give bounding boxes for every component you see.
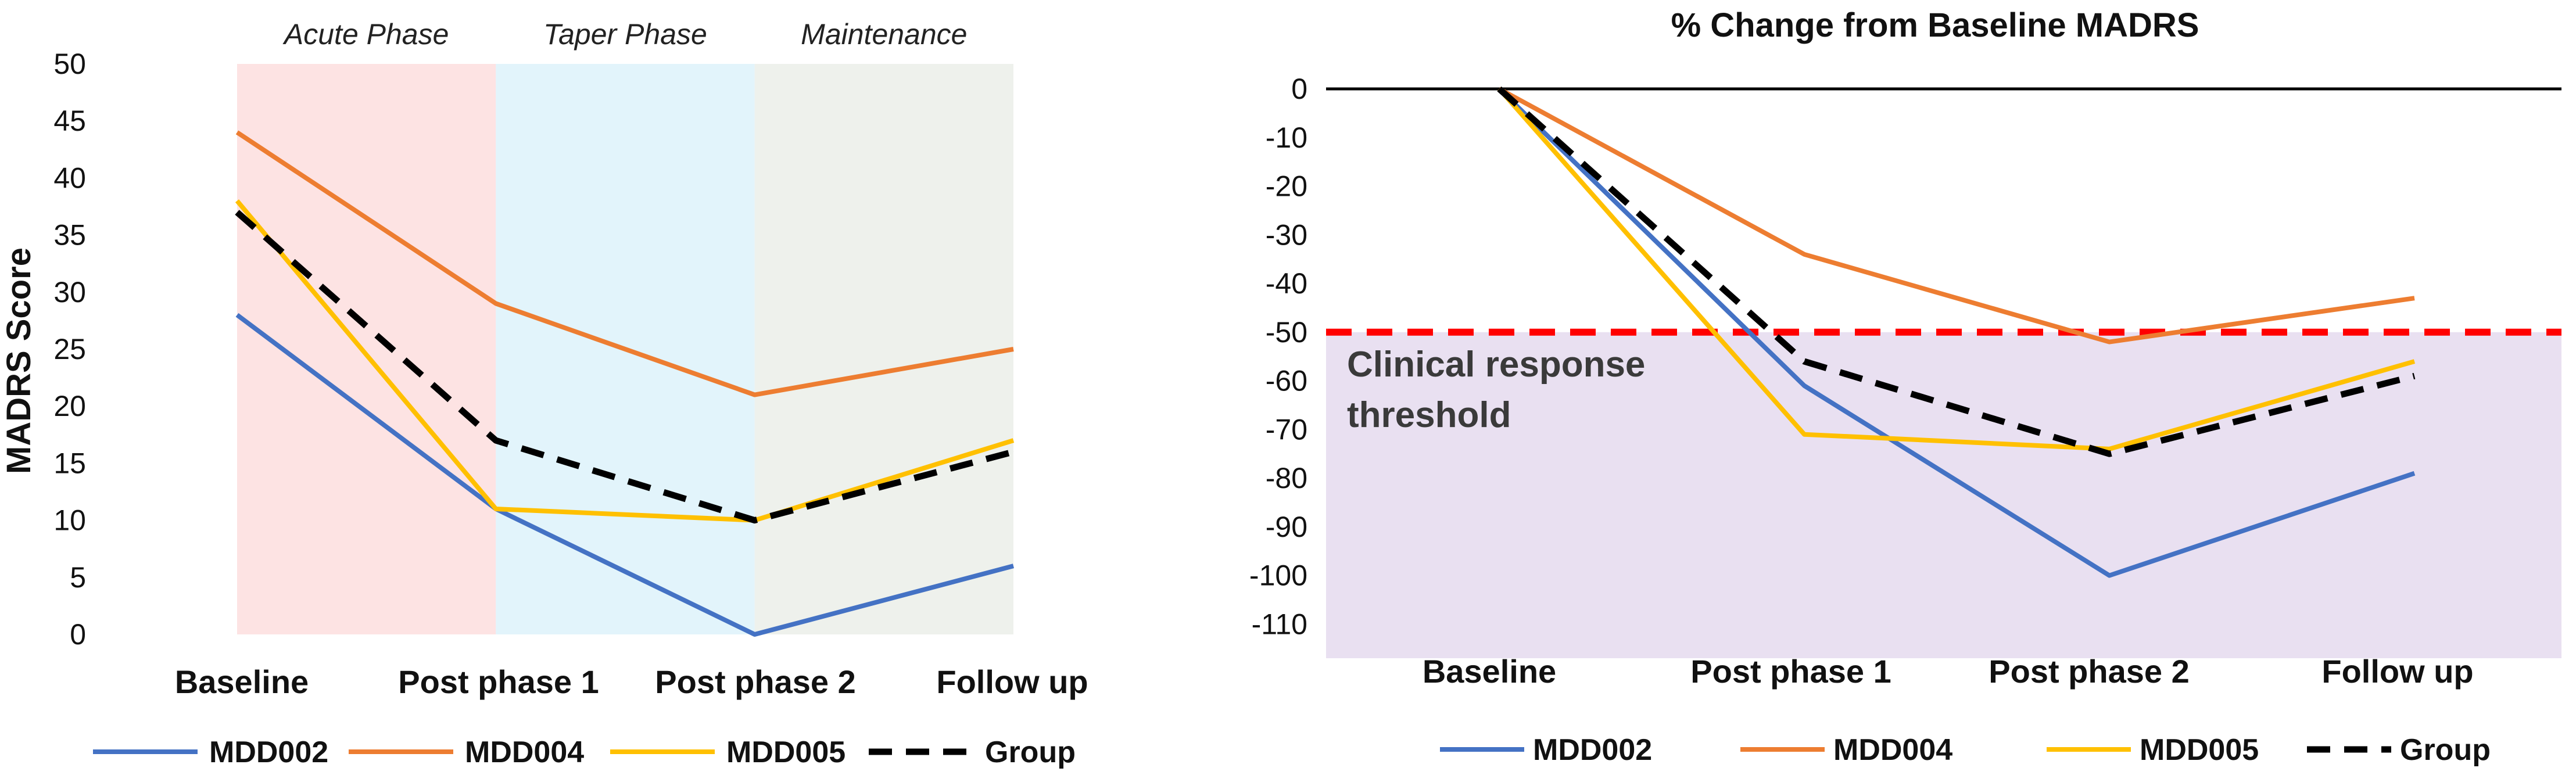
y-tick-label: 0 bbox=[1291, 73, 1307, 105]
legend-label-mdd005: MDD005 bbox=[726, 735, 845, 769]
legend-label-mdd004: MDD004 bbox=[465, 735, 584, 769]
y-tick-label: -70 bbox=[1266, 413, 1307, 446]
chart-title: % Change from Baseline MADRS bbox=[1671, 6, 2199, 44]
series-line-mdd002 bbox=[1497, 87, 2416, 578]
y-tick-label: -90 bbox=[1266, 511, 1307, 543]
x-category-label: Follow up bbox=[936, 663, 1088, 700]
y-tick-label: 30 bbox=[53, 276, 86, 308]
y-tick-label: 35 bbox=[53, 219, 86, 252]
legend-label-group: Group bbox=[985, 735, 1076, 769]
phase-label-acute-phase: Acute Phase bbox=[282, 18, 449, 51]
series-line-mdd004 bbox=[1498, 87, 2415, 345]
series-line-mdd005 bbox=[235, 199, 1015, 523]
phase-label-taper-phase: Taper Phase bbox=[543, 18, 707, 51]
annotation-line: threshold bbox=[1347, 395, 1511, 435]
y-tick-label: -10 bbox=[1266, 121, 1307, 154]
x-category-label: Follow up bbox=[2321, 653, 2473, 690]
percent-change-chart: % Change from Baseline MADRS 0 -10 -20 -30 -4… bbox=[1249, 6, 2561, 767]
legend-label-mdd005: MDD005 bbox=[2140, 733, 2259, 767]
legend-label-mdd002: MDD002 bbox=[209, 735, 328, 769]
x-category-label: Baseline bbox=[1423, 653, 1556, 690]
x-category-label: Post phase 2 bbox=[1989, 653, 2189, 690]
y-tick-label: -110 bbox=[1252, 608, 1307, 640]
annotation-line: Clinical response bbox=[1347, 345, 1645, 385]
y-tick-label: -30 bbox=[1266, 218, 1307, 251]
y-tick-label: 5 bbox=[70, 561, 86, 594]
y-tick-label: -50 bbox=[1266, 316, 1307, 349]
x-category-label: Post phase 1 bbox=[398, 663, 599, 700]
y-tick-label: 50 bbox=[53, 48, 86, 80]
y-tick-label: -20 bbox=[1266, 170, 1307, 203]
phase-band-acute-phase bbox=[237, 64, 496, 634]
y-tick-label: -100 bbox=[1249, 559, 1307, 592]
phase-band-maintenance bbox=[754, 64, 1013, 634]
y-tick-label: 10 bbox=[53, 504, 86, 537]
series-line-group bbox=[1497, 86, 2416, 457]
y-tick-label: 25 bbox=[53, 333, 86, 365]
y-tick-label: -80 bbox=[1266, 462, 1307, 494]
madrs-score-chart: Acute Phase Taper Phase Maintenance 0 5 10 15 2… bbox=[0, 18, 1088, 769]
x-category-label: Post phase 1 bbox=[1690, 653, 1891, 690]
y-tick-label: -60 bbox=[1266, 365, 1307, 397]
y-tick-label: 0 bbox=[70, 618, 86, 651]
series-line-mdd005 bbox=[1497, 87, 2416, 451]
x-category-label: Baseline bbox=[175, 663, 309, 700]
y-axis-title: MADRS Score bbox=[0, 247, 38, 474]
y-tick-label: 15 bbox=[53, 447, 86, 479]
y-tick-label: 45 bbox=[53, 105, 86, 137]
phase-label-maintenance: Maintenance bbox=[801, 18, 967, 51]
legend-label-mdd004: MDD004 bbox=[1833, 733, 1952, 767]
legend-label-mdd002: MDD002 bbox=[1533, 733, 1652, 767]
x-category-label: Post phase 2 bbox=[655, 663, 855, 700]
series-line-group bbox=[235, 210, 1015, 524]
y-tick-label: -40 bbox=[1266, 267, 1307, 300]
series-line-mdd002 bbox=[235, 313, 1015, 637]
y-tick-label: 20 bbox=[53, 390, 86, 422]
legend-label-group: Group bbox=[2400, 733, 2491, 767]
series-line-mdd004 bbox=[235, 130, 1014, 397]
y-tick-label: 40 bbox=[53, 162, 86, 194]
